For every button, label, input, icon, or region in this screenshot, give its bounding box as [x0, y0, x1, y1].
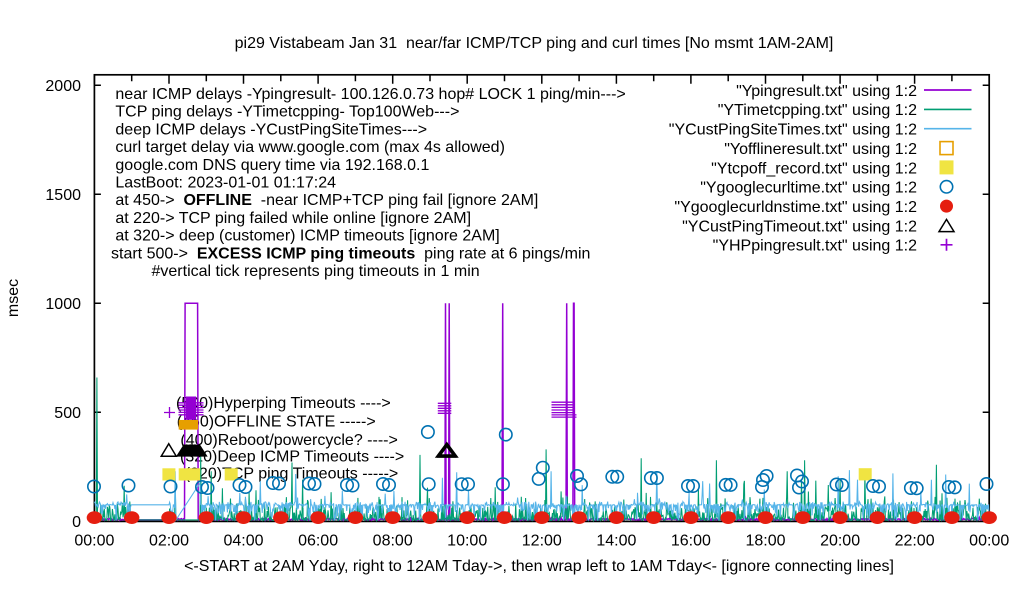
- svg-text:google.com DNS query time via: google.com DNS query time via 192.168.0.…: [115, 157, 429, 174]
- svg-text:02:00: 02:00: [149, 533, 189, 550]
- svg-text:"YCustPingSiteTimes.txt" using: "YCustPingSiteTimes.txt" using 1:2: [669, 122, 917, 139]
- svg-text:(320)Deep ICMP Timeouts ---->: (320)Deep ICMP Timeouts ---->: [180, 448, 404, 465]
- svg-text:TCP ping delays -YTimetcpping-: TCP ping delays -YTimetcpping- Top100Web…: [115, 104, 459, 121]
- svg-text:msec: msec: [5, 279, 22, 317]
- svg-text:"Ygooglecurltime.txt" using 1:: "Ygooglecurltime.txt" using 1:2: [700, 180, 917, 197]
- svg-text:14:00: 14:00: [596, 533, 636, 550]
- svg-text:16:00: 16:00: [671, 533, 711, 550]
- svg-text:deep ICMP delays -YCustPingSit: deep ICMP delays -YCustPingSiteTimes--->: [115, 121, 427, 138]
- svg-text:12:00: 12:00: [522, 533, 562, 550]
- svg-text:1000: 1000: [45, 296, 81, 313]
- svg-text:near ICMP delays -Ypingresult-: near ICMP delays -Ypingresult- 100.126.0…: [115, 86, 625, 103]
- svg-text:#vertical tick represents ping: #vertical tick represents ping timeouts …: [152, 263, 480, 280]
- svg-text:(400)Reboot/powercycle? ---->: (400)Reboot/powercycle? ---->: [180, 432, 397, 449]
- svg-text:2000: 2000: [45, 78, 81, 95]
- svg-text:"YCustPingTimeout.txt" using 1: "YCustPingTimeout.txt" using 1:2: [682, 218, 917, 235]
- svg-text:curl target delay via www.goog: curl target delay via www.google.com (ma…: [115, 139, 505, 156]
- svg-text:00:00: 00:00: [74, 533, 114, 550]
- svg-text:00:00: 00:00: [969, 533, 1009, 550]
- svg-text:<-START at 2AM Yday, right to: <-START at 2AM Yday, right to 12AM Tday-…: [184, 558, 894, 575]
- svg-text:06:00: 06:00: [298, 533, 338, 550]
- svg-text:20:00: 20:00: [820, 533, 860, 550]
- svg-text:10:00: 10:00: [447, 533, 487, 550]
- svg-text:0: 0: [72, 514, 81, 531]
- svg-text:18:00: 18:00: [745, 533, 785, 550]
- svg-text:start 500-> EXCESS ICMP ping: start 500-> EXCESS ICMP ping timeouts pi…: [111, 245, 590, 262]
- svg-text:04:00: 04:00: [223, 533, 263, 550]
- svg-text:500: 500: [54, 405, 81, 422]
- svg-text:"YTimetcpping.txt" using 1:2: "YTimetcpping.txt" using 1:2: [718, 102, 917, 119]
- svg-text:at 320-> deep (customer) ICMP: at 320-> deep (customer) ICMP timeouts […: [115, 228, 499, 245]
- svg-text:1500: 1500: [45, 187, 81, 204]
- svg-text:pi29 Vistabeam Jan 31 near/fa: pi29 Vistabeam Jan 31 near/far ICMP/TCP …: [235, 35, 834, 52]
- svg-text:22:00: 22:00: [895, 533, 935, 550]
- svg-text:at 220-> TCP ping failed while: at 220-> TCP ping failed while online [i…: [115, 210, 471, 227]
- svg-text:"Ypingresult.txt" using 1:2: "Ypingresult.txt" using 1:2: [736, 83, 917, 100]
- svg-text:"Ytcpoff_record.txt" using 1:2: "Ytcpoff_record.txt" using 1:2: [711, 160, 917, 177]
- svg-text:08:00: 08:00: [373, 533, 413, 550]
- svg-text:"Yofflineresult.txt" using 1:2: "Yofflineresult.txt" using 1:2: [724, 141, 917, 158]
- svg-text:"Ygooglecurldnstime.txt" using: "Ygooglecurldnstime.txt" using 1:2: [674, 199, 917, 216]
- svg-text:(450)OFFLINE STATE ----->: (450)OFFLINE STATE ----->: [177, 414, 376, 431]
- svg-text:LastBoot: 2023-01-01 01:17:24: LastBoot: 2023-01-01 01:17:24: [115, 175, 336, 192]
- svg-text:"YHPpingresult.txt" using 1:2: "YHPpingresult.txt" using 1:2: [713, 238, 917, 255]
- svg-text:(500)Hyperping Timeouts ---->: (500)Hyperping Timeouts ---->: [176, 395, 391, 412]
- svg-text:at 450-> OFFLINE -near ICMP+: at 450-> OFFLINE -near ICMP+TCP ping fai…: [115, 192, 538, 209]
